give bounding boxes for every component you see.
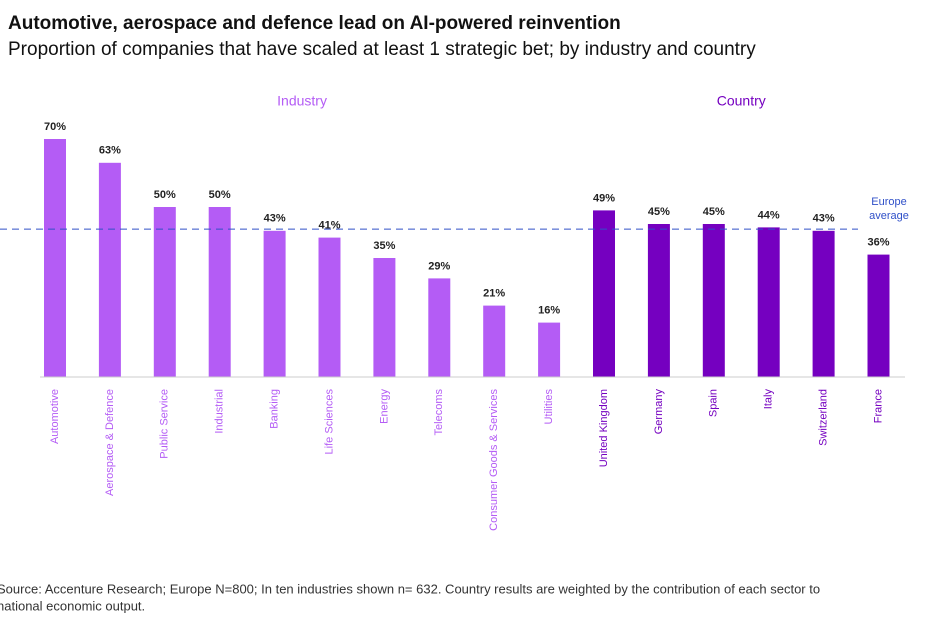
bar	[153, 207, 176, 377]
bar	[44, 139, 66, 377]
chart-title: Automotive, aerospace and defence lead o…	[8, 13, 621, 34]
bar	[263, 230, 286, 377]
reference-label: average	[869, 210, 909, 222]
x-tick-label: Public Service	[159, 389, 171, 459]
x-tick-label: Spain	[708, 389, 720, 417]
value-label: 63%	[99, 145, 121, 157]
footnote: national economic output.	[0, 598, 145, 613]
bar	[593, 210, 615, 377]
x-tick-label: Automotive	[49, 389, 61, 444]
value-label: 44%	[758, 209, 780, 221]
value-label: 21%	[483, 288, 505, 300]
x-tick-label: Aerospace & Defence	[104, 389, 116, 496]
value-label: 70%	[44, 121, 66, 133]
x-tick-label: Energy	[378, 389, 390, 424]
x-tick-label: United Kingdom	[598, 389, 610, 467]
bar	[98, 162, 121, 377]
value-label: 45%	[703, 206, 725, 218]
x-tick-label: Banking	[269, 389, 281, 429]
footnote: Source: Accenture Research; Europe N=800…	[0, 581, 820, 596]
x-tick-label: Germany	[653, 389, 665, 435]
bar	[538, 322, 561, 377]
x-tick-label: Telecoms	[433, 389, 445, 436]
group-label: Country	[717, 93, 766, 109]
reference-label: Europe	[871, 196, 906, 208]
value-label: 35%	[373, 240, 395, 252]
value-label: 43%	[264, 213, 286, 225]
value-label: 49%	[593, 192, 615, 204]
value-label: 43%	[813, 213, 835, 225]
x-tick-label: Switzerland	[818, 389, 830, 446]
value-label: 29%	[428, 260, 450, 272]
x-tick-label: France	[872, 389, 884, 423]
bar	[647, 224, 670, 377]
value-label: 41%	[318, 220, 340, 232]
x-tick-label: Life Sciences	[323, 389, 335, 455]
value-label: 36%	[867, 237, 889, 249]
bar	[483, 305, 506, 377]
x-tick-label: Italy	[763, 389, 775, 410]
value-label: 16%	[538, 305, 560, 317]
bar	[428, 278, 451, 377]
bar	[318, 237, 341, 377]
x-tick-label: Consumer Goods & Services	[488, 389, 500, 531]
bar	[373, 258, 396, 377]
bar	[867, 254, 890, 377]
value-label: 50%	[154, 189, 176, 201]
group-label: Industry	[277, 93, 327, 109]
x-tick-label: Industrial	[214, 389, 226, 434]
bar	[702, 224, 725, 377]
value-label: 45%	[648, 206, 670, 218]
bar	[757, 227, 780, 377]
x-tick-label: Utilities	[543, 389, 555, 425]
value-label: 50%	[209, 189, 231, 201]
bar	[812, 230, 835, 377]
bar	[208, 207, 231, 377]
chart-subtitle: Proportion of companies that have scaled…	[8, 39, 756, 60]
